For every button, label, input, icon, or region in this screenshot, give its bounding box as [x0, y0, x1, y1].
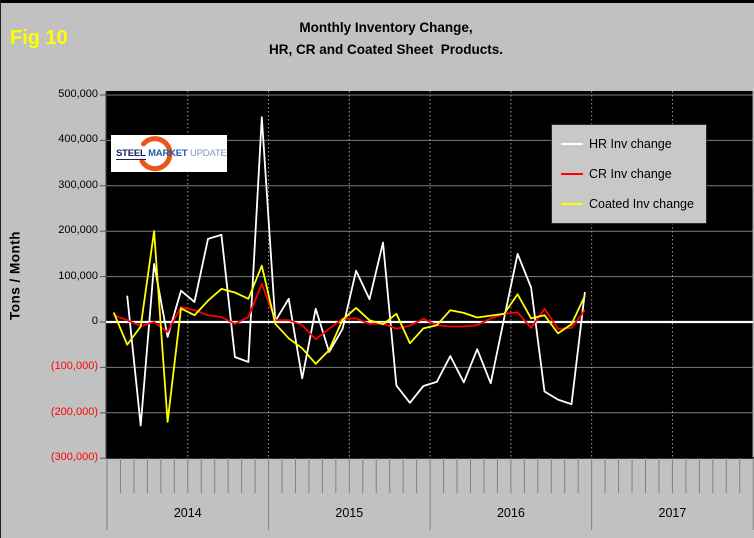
legend-item-cr: CR Inv change: [561, 167, 706, 181]
year-label: 2017: [658, 506, 687, 520]
steel-market-update-logo: STEEL MARKET UPDATE: [111, 135, 227, 172]
chart-title-line2: HR, CR and Coated Sheet Products.: [268, 42, 504, 57]
y-tick-label: (300,000): [50, 451, 98, 464]
y-tick-label: (200,000): [50, 405, 98, 418]
legend-label: Coated Inv change: [589, 197, 694, 211]
legend-swatch-hr: [561, 143, 583, 145]
logo-word-steel: STEEL: [116, 148, 146, 160]
y-tick-label: 400,000: [58, 133, 98, 146]
series-cr-line: [113, 283, 586, 341]
chart-legend: HR Inv change CR Inv change Coated Inv cha…: [551, 124, 707, 224]
y-tick-label: 100,000: [58, 269, 98, 282]
legend-label: HR Inv change: [589, 137, 672, 151]
figure-number-label: Fig 10: [10, 27, 68, 49]
legend-swatch-cr: [561, 173, 583, 175]
y-tick-label: 500,000: [58, 88, 98, 100]
y-tick-label: 0: [91, 315, 98, 327]
series-coated-line: [112, 230, 586, 423]
logo-word-market: MARKET: [148, 148, 188, 159]
series-hr-line: [126, 116, 586, 427]
legend-item-coated: Coated Inv change: [561, 197, 706, 211]
logo-swoosh-icon: [139, 136, 173, 172]
year-label: 2014: [173, 506, 202, 520]
legend-item-hr: HR Inv change: [561, 137, 706, 151]
chart-title: Monthly Inventory Change, HR, CR and Coa…: [106, 17, 666, 61]
logo-text: STEEL MARKET UPDATE: [116, 148, 227, 160]
year-label: 2016: [496, 506, 525, 520]
y-tick-label: (100,000): [50, 360, 98, 373]
y-tick-label: 200,000: [58, 224, 98, 237]
legend-swatch-coated: [561, 203, 583, 205]
year-label: 2015: [335, 506, 364, 520]
chart-plot-area: [100, 91, 754, 530]
legend-label: CR Inv change: [589, 167, 672, 181]
logo-word-update: UPDATE: [189, 148, 227, 159]
y-tick-label: 300,000: [58, 178, 98, 191]
chart-title-line1: Monthly Inventory Change,: [299, 20, 473, 35]
